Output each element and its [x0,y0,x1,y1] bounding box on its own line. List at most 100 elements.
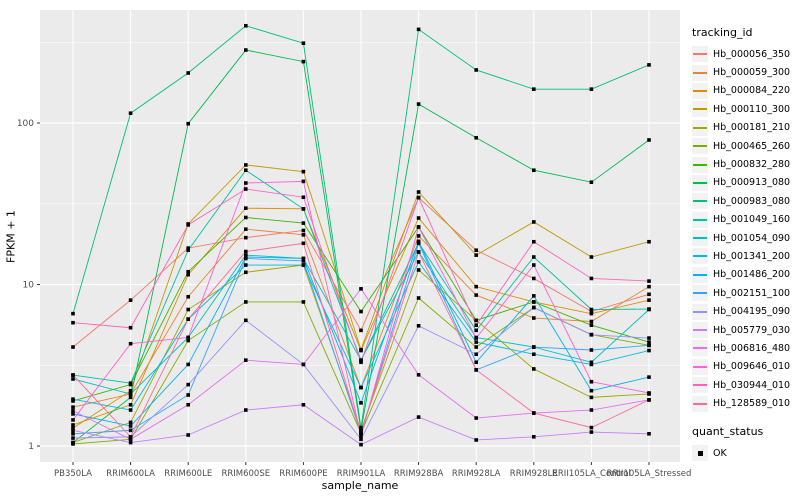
data-point [532,300,536,304]
data-point [416,195,421,200]
data-point [128,402,133,407]
data-point [647,343,651,348]
data-point [359,425,363,430]
legend-item-Hb_000913_080: Hb_000913_080 [692,174,800,192]
legend-item-Hb_128589_010: Hb_128589_010 [692,394,800,412]
legend-key-line-icon [692,285,708,302]
data-point [301,402,306,407]
x-tick-label: RRIM600PE [279,469,327,479]
data-point [647,239,651,244]
data-point [128,111,133,115]
data-point [128,298,133,302]
data-point [359,309,363,314]
data-point [186,248,190,253]
data-point [71,345,75,349]
data-point [647,279,651,283]
legend-label: Hb_000832_280 [713,159,791,171]
data-point [186,382,190,387]
data-point [532,294,536,298]
legend-label: Hb_001486_200 [713,269,791,281]
data-point [128,437,133,442]
data-point [128,395,133,400]
data-point [186,335,190,340]
data-point [589,388,594,393]
legend-label: Hb_000056_350 [713,48,791,60]
legend-label: Hb_000983_080 [713,195,791,207]
data-point [359,442,363,447]
x-tick-label: RRIM928LA [452,469,501,479]
data-point [359,431,363,436]
data-point [474,336,478,340]
data-point [359,358,363,362]
data-point [128,420,133,425]
data-point [186,393,190,397]
legend-items: Hb_000056_350 Hb_000059_300 Hb_000084_220 H… [692,45,800,413]
data-point [71,426,75,430]
data-point [71,440,75,445]
data-point [71,397,75,401]
data-point [416,234,421,238]
legend-label: Hb_002151_100 [713,287,791,299]
data-point [416,260,421,264]
data-point [301,256,306,261]
x-tick-label: RRIM928BA [394,469,444,479]
data-point [128,341,133,346]
data-point [186,121,190,126]
legend-label: Hb_030944_010 [713,379,791,391]
data-point [589,87,594,91]
data-point [128,392,133,396]
legend-key-line-icon [692,303,708,320]
legend-title-tracking-id: tracking_id [692,26,753,39]
legend-item-Hb_000084_220: Hb_000084_220 [692,82,800,100]
legend-key-line-icon [692,174,708,191]
data-point [244,358,248,362]
data-point [128,408,133,412]
data-point [301,169,306,174]
data-point [359,437,363,442]
data-point [359,360,363,365]
data-point [71,409,75,413]
data-point [71,399,75,403]
legend-key-line-icon [692,82,708,99]
legend-label: Hb_001054_090 [713,232,791,244]
data-point [532,263,536,267]
data-point [474,135,478,140]
data-point [647,307,651,312]
data-point [186,294,190,299]
data-point [244,48,248,52]
data-point [474,68,478,72]
data-point [71,311,75,316]
data-point [359,434,363,438]
data-point [474,323,478,327]
legend-item-Hb_001341_200: Hb_001341_200 [692,247,800,265]
data-point [589,309,594,314]
data-point [589,276,594,281]
data-point [244,181,248,185]
data-point [647,298,651,302]
legend-label: Hb_005779_030 [713,324,791,336]
data-point [359,385,363,390]
data-point [244,408,248,412]
data-point [244,256,248,261]
data-point [647,284,651,289]
data-point [186,433,190,437]
data-point [532,220,536,224]
data-point [359,347,363,352]
data-point [301,207,306,211]
data-point [647,375,651,379]
legend-label: Hb_004195_090 [713,306,791,318]
legend-key-line-icon [692,266,708,283]
data-point [186,223,190,227]
data-point [474,293,478,297]
data-point [244,187,248,191]
x-axis-title: sample_name [321,479,399,492]
legend-label: Hb_128589_010 [713,398,791,410]
data-point [186,71,190,75]
data-point [532,435,536,439]
data-point [186,402,190,407]
data-point [474,352,478,357]
legend-item-Hb_009646_010: Hb_009646_010 [692,358,800,376]
x-tick-label: RRII105LA_Stressed [607,469,692,479]
data-point [589,360,594,365]
